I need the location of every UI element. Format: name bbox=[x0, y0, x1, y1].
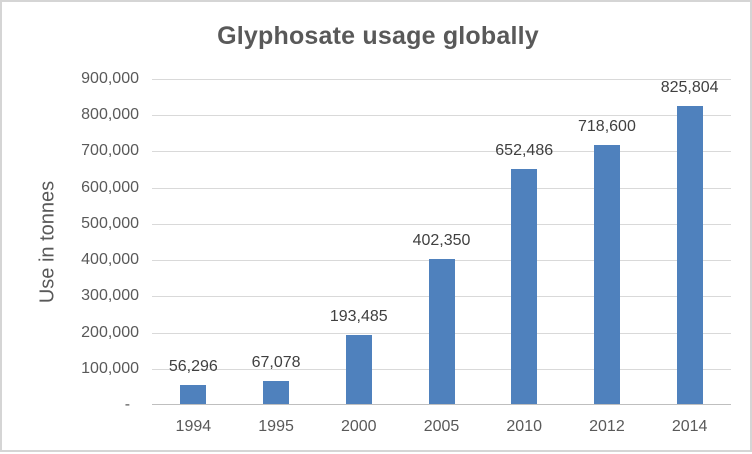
y-tick-label: 700,000 bbox=[81, 142, 139, 160]
data-label-1994: 56,296 bbox=[168, 357, 218, 375]
gridline bbox=[152, 79, 731, 80]
gridline bbox=[152, 187, 731, 189]
y-axis-tick-labels: - 100,000 200,000 300,000 400,000 500,000 600… bbox=[2, 2, 139, 454]
bar-1995 bbox=[263, 380, 290, 405]
gridline bbox=[152, 223, 731, 225]
y-tick-label: 300,000 bbox=[81, 287, 139, 305]
data-label-2012: 718,600 bbox=[578, 117, 636, 135]
y-tick-label: 900,000 bbox=[81, 70, 139, 87]
x-tick-label-2012: 2012 bbox=[589, 418, 625, 435]
chart-title: Glyphosate usage globally bbox=[217, 22, 539, 50]
y-tick-label: 600,000 bbox=[81, 178, 139, 196]
gridline bbox=[152, 115, 731, 117]
plot-area: 56,296 67,078 193,485 402,350 652,486 718,600… bbox=[152, 79, 731, 405]
x-axis-labels: 1994 1995 2000 2005 2010 2012 2014 bbox=[152, 406, 731, 446]
x-tick-label-1995: 1995 bbox=[258, 418, 294, 435]
data-label-2005: 402,350 bbox=[412, 232, 471, 250]
bar-2012 bbox=[593, 144, 620, 405]
x-tick-label-2014: 2014 bbox=[671, 418, 708, 435]
bar-2010 bbox=[511, 168, 538, 405]
x-tick-label-2000: 2000 bbox=[340, 418, 377, 435]
bar-2000 bbox=[345, 334, 372, 405]
data-label-1995: 67,078 bbox=[251, 353, 301, 371]
x-tick-label-2005: 2005 bbox=[423, 418, 460, 435]
data-label-2010: 652,486 bbox=[495, 141, 554, 159]
bar-2005 bbox=[428, 259, 455, 405]
bar-2014 bbox=[676, 105, 703, 405]
y-tick-label: 200,000 bbox=[81, 323, 139, 341]
gridline bbox=[152, 151, 731, 153]
data-label-2000: 193,485 bbox=[329, 307, 388, 325]
y-tick-label: 800,000 bbox=[81, 106, 139, 124]
data-label-2014: 825,804 bbox=[660, 78, 719, 96]
x-axis-line bbox=[152, 404, 731, 405]
y-tick-label: 100,000 bbox=[81, 359, 139, 377]
x-tick-label-1994: 1994 bbox=[175, 418, 212, 435]
y-tick-label: 400,000 bbox=[81, 251, 139, 269]
y-tick-label: - bbox=[124, 396, 139, 413]
x-tick-label-2010: 2010 bbox=[506, 418, 542, 435]
bar-1994 bbox=[180, 384, 207, 405]
y-tick-label: 500,000 bbox=[81, 214, 139, 232]
